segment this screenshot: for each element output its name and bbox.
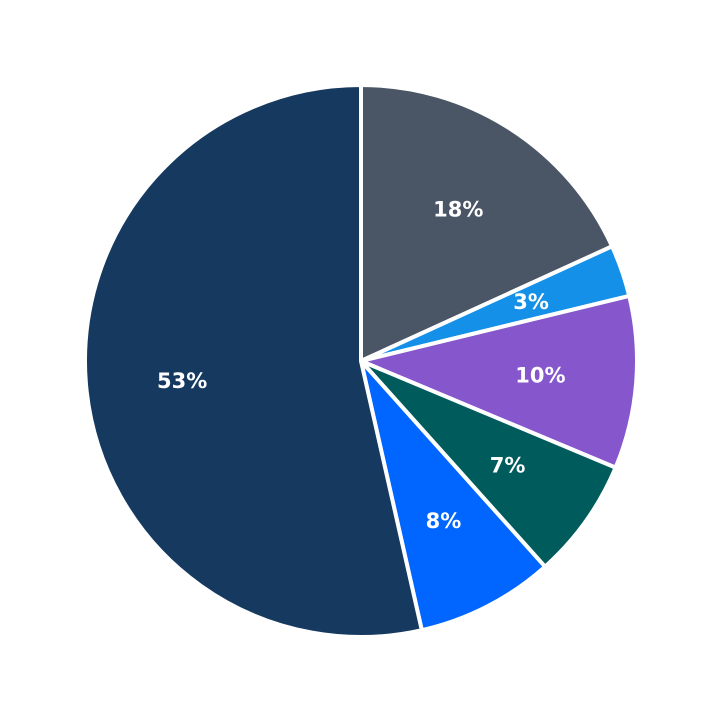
slices-layer bbox=[83, 83, 639, 639]
pie-slice-5 bbox=[83, 83, 424, 639]
pie-slice-label-0: 18% bbox=[433, 198, 483, 222]
pie-slice-label-1: 3% bbox=[513, 290, 549, 314]
labels-layer: 18% 3% 10% 7% 8% 53% bbox=[157, 198, 566, 533]
pie-slice-label-2: 10% bbox=[515, 363, 565, 387]
pie-slice-0 bbox=[359, 83, 615, 363]
pie-slice-label-5: 53% bbox=[157, 369, 207, 393]
pie-slice-label-3: 7% bbox=[490, 453, 526, 477]
pie-slice-2 bbox=[359, 293, 639, 470]
pie-slice-label-4: 8% bbox=[426, 509, 462, 533]
pie-slice-3 bbox=[359, 359, 618, 569]
